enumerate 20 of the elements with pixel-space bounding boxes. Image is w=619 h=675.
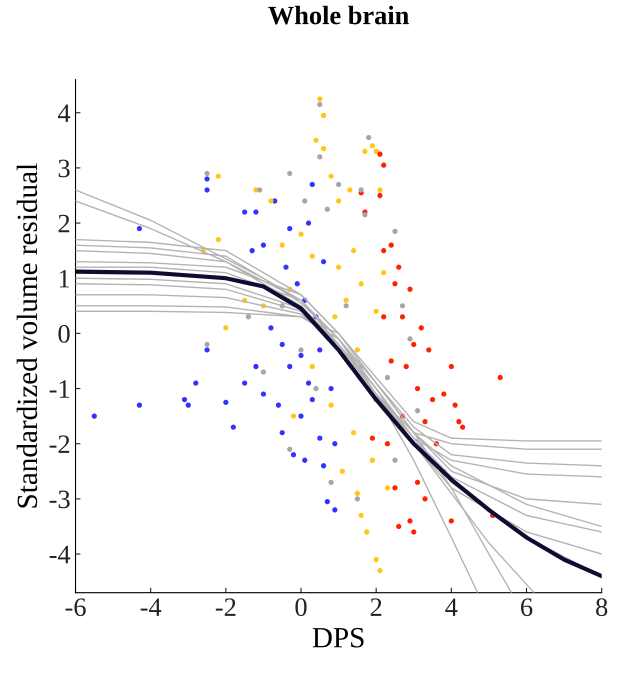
y-axis-title: Standardized volume residual: [16, 163, 38, 508]
x-tick-label: 4: [445, 598, 458, 616]
y-tick-label: 1: [60, 270, 70, 288]
x-tick-label: -6: [66, 598, 86, 616]
y-tick-label: 4: [58, 104, 70, 122]
y-tick-label: 0: [58, 325, 70, 343]
x-axis-title: DPS: [312, 628, 364, 648]
y-tick-label: 3: [58, 160, 70, 178]
x-tick-label: -4: [140, 598, 162, 616]
y-tick-label: -4: [50, 546, 70, 564]
x-tick-label: 6: [521, 598, 532, 616]
y-tick-label: -1: [50, 380, 70, 398]
x-tick-label: 8: [596, 598, 608, 616]
x-tick-label: 0: [295, 598, 307, 616]
x-tick-label: -2: [216, 598, 236, 616]
y-tick-label: -3: [50, 490, 70, 508]
y-tick-label: -2: [50, 435, 70, 453]
x-tick-label: 2: [370, 598, 382, 616]
chart-title: Whole brain: [268, 6, 409, 24]
y-tick-label: 2: [58, 214, 70, 232]
